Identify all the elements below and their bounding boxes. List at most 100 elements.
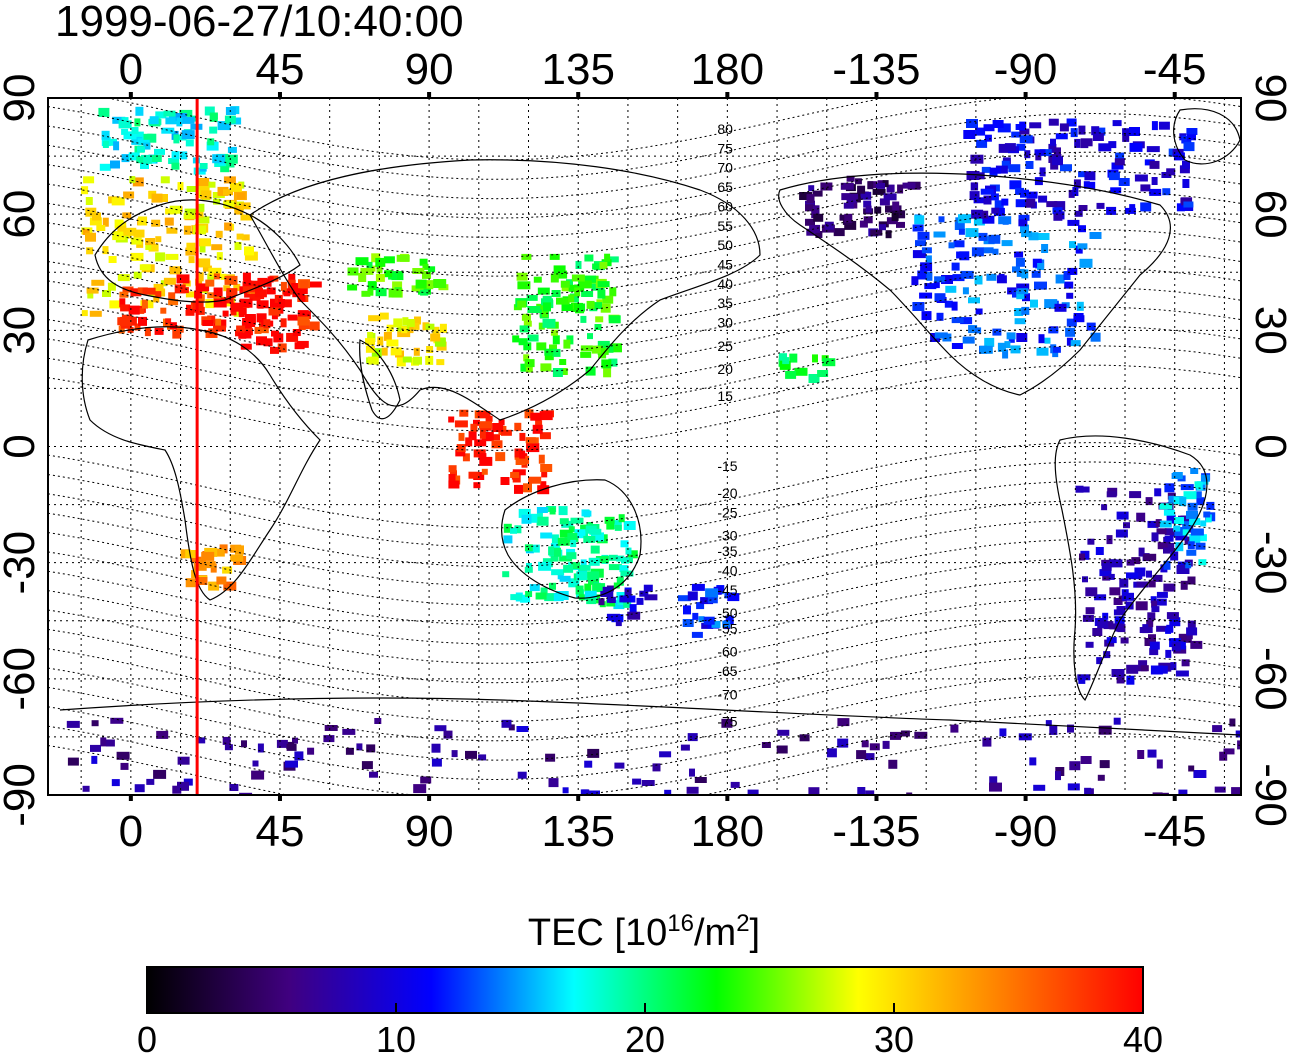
tec-cell <box>292 737 298 744</box>
tec-cell <box>689 768 695 777</box>
tec-cell <box>208 181 216 188</box>
tec-cell <box>122 212 132 219</box>
tec-cell <box>1098 725 1112 735</box>
tec-cell <box>1198 559 1207 566</box>
tec-cell <box>213 325 226 332</box>
tec-cell <box>525 437 536 444</box>
magnetic-latitude-label: -45 <box>717 582 737 598</box>
tec-cell <box>1178 633 1192 643</box>
tec-cell <box>592 583 606 593</box>
tec-cell <box>413 347 420 356</box>
tec-cell <box>1160 665 1168 674</box>
tec-cell <box>1183 142 1195 152</box>
tec-cell <box>536 342 547 351</box>
tec-cell <box>971 209 984 219</box>
tec-cell <box>140 160 149 169</box>
tec-cell <box>1206 501 1215 510</box>
tec-cell <box>826 748 837 758</box>
tec-cell <box>544 593 558 602</box>
tec-cell <box>101 130 110 140</box>
tec-cell <box>864 753 875 761</box>
tec-cell <box>694 777 707 783</box>
tec-cell <box>1186 632 1193 640</box>
tec-cell <box>926 271 933 281</box>
tec-cell <box>1149 160 1160 169</box>
tec-cell <box>1156 625 1169 632</box>
tec-cell <box>175 113 187 121</box>
tec-cell <box>136 156 144 164</box>
tec-cell <box>879 198 890 206</box>
tec-cell <box>990 193 999 201</box>
tec-region <box>347 253 449 298</box>
tec-cell <box>256 327 269 334</box>
tec-cell <box>1113 598 1123 605</box>
tec-cell <box>1076 301 1084 311</box>
tec-cell <box>527 334 539 342</box>
tec-cell <box>135 106 144 116</box>
tec-cell <box>495 452 506 462</box>
tec-cell <box>1190 640 1203 649</box>
tec-cell <box>386 324 394 332</box>
lat-tick-label: 90 <box>1246 74 1292 123</box>
tec-cell <box>579 303 586 312</box>
tec-cell <box>954 222 965 230</box>
tec-cell <box>558 506 568 516</box>
tec-cell <box>431 758 442 767</box>
lat-tick-label: 30 <box>0 306 44 355</box>
tec-cell <box>1190 468 1199 474</box>
tec-cell <box>553 593 564 602</box>
tec-cell <box>128 316 137 326</box>
tec-cell <box>1135 601 1148 611</box>
tec-cell <box>559 518 569 525</box>
tec-cell <box>413 356 422 365</box>
tec-cell <box>1038 334 1045 344</box>
tec-cell <box>1029 757 1037 766</box>
tec-cell <box>1186 128 1198 135</box>
tec-cell <box>705 588 719 598</box>
lat-tick-label: 60 <box>1246 190 1292 239</box>
tec-cell <box>595 316 604 323</box>
tec-cell <box>1183 491 1197 500</box>
tec-cell <box>291 283 302 292</box>
tec-cell <box>185 550 198 558</box>
tec-cell <box>643 584 653 592</box>
lon-tick-label: 45 <box>255 45 304 94</box>
tec-cell <box>474 439 487 447</box>
coastline-africa <box>81 326 321 601</box>
tec-cell <box>1036 347 1049 356</box>
tec-cell <box>517 771 527 779</box>
tec-cell <box>516 726 529 732</box>
tec-cell <box>541 469 548 478</box>
tec-cell <box>1166 612 1179 620</box>
tec-cell <box>806 194 815 204</box>
tec-cell <box>953 240 965 248</box>
tec-cell <box>430 333 441 342</box>
tec-cell <box>256 313 267 323</box>
tec-cell <box>844 220 857 230</box>
tec-cell <box>485 415 493 422</box>
tec-cell <box>925 255 932 263</box>
magnetic-latitude-label: 20 <box>717 361 733 377</box>
tec-cell <box>137 138 150 146</box>
tec-cell <box>686 786 699 794</box>
tec-cell <box>128 305 140 315</box>
tec-cell <box>297 316 310 326</box>
tec-cell <box>402 317 409 326</box>
tec-cell <box>491 440 503 449</box>
tec-cell <box>133 271 142 279</box>
tec-cell <box>605 256 619 263</box>
tec-cell <box>1139 627 1153 633</box>
tec-cell <box>603 368 612 378</box>
tec-cell <box>869 743 880 751</box>
tec-cell <box>863 200 872 208</box>
tec-cell <box>530 412 542 421</box>
tec-cell <box>107 282 116 291</box>
tec-cell <box>390 347 402 356</box>
tec-cell <box>177 756 190 765</box>
tec-cell <box>1146 570 1152 578</box>
tec-cell <box>1174 527 1188 536</box>
tec-cell <box>367 356 379 365</box>
tec-cell <box>269 275 279 282</box>
lon-tick-label: -45 <box>1143 45 1207 94</box>
tec-cell <box>1165 542 1175 552</box>
